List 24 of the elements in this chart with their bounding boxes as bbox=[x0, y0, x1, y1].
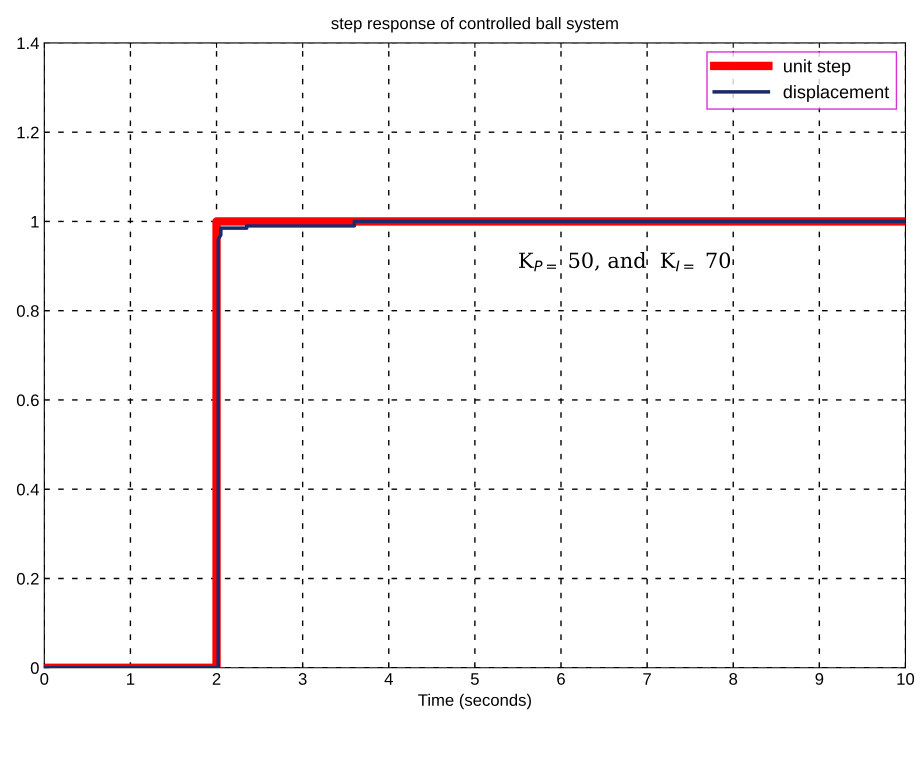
x-tick-label: 5 bbox=[470, 673, 479, 685]
y-tick-label: 0.2 bbox=[16, 572, 39, 585]
y-tick-label: 0.6 bbox=[16, 394, 39, 406]
annotation: K$_{P=}$ 50, and K$_{I=}$ 70 bbox=[519, 252, 730, 272]
legend-label: unit step bbox=[784, 59, 850, 76]
y-tick-label: 1.2 bbox=[18, 126, 39, 138]
y-tick-label: 0.4 bbox=[16, 484, 39, 496]
x-tick-label: 3 bbox=[298, 673, 307, 685]
x-tick-label: 8 bbox=[729, 673, 738, 685]
x-tick-label: 1 bbox=[127, 673, 134, 685]
x-tick-label: 10 bbox=[897, 673, 914, 685]
y-tick-label: 0.8 bbox=[16, 305, 39, 317]
x-tick-label: 9 bbox=[815, 673, 824, 685]
x-tick-label: 0 bbox=[40, 673, 48, 685]
y-tick-label: 1 bbox=[31, 216, 39, 228]
legend-label: displacement bbox=[784, 85, 890, 102]
y-tick-label: 1.4 bbox=[18, 38, 39, 49]
x-axis-title: Time (seconds) bbox=[418, 694, 531, 710]
x-tick-label: 7 bbox=[643, 673, 651, 685]
x-tick-label: 2 bbox=[212, 673, 220, 685]
x-tick-label: 4 bbox=[384, 673, 393, 685]
y-tick-label: 0 bbox=[30, 662, 39, 674]
chart-title: step response of controlled ball system bbox=[331, 16, 618, 33]
x-tick-label: 6 bbox=[557, 673, 565, 685]
